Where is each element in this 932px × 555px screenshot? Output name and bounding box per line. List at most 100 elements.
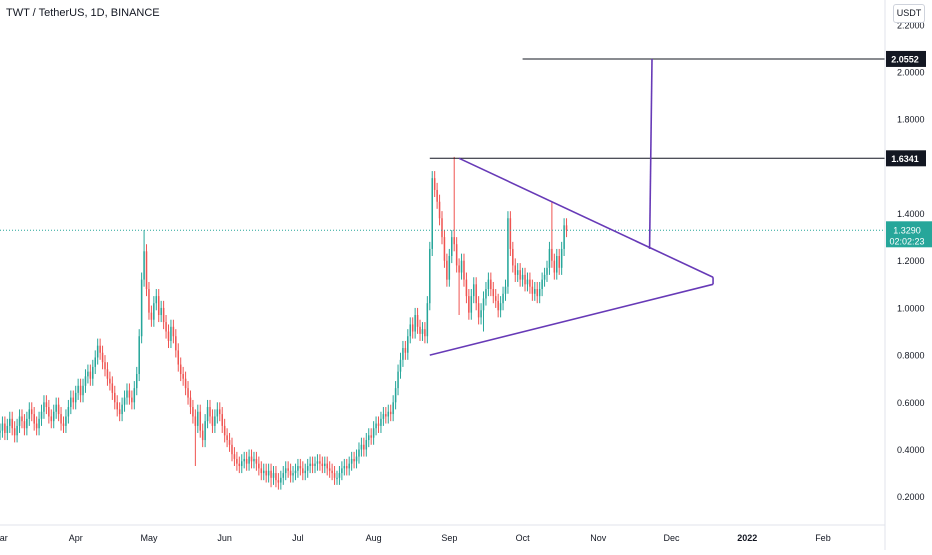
candle-body: [546, 267, 548, 275]
candle-body: [475, 284, 477, 304]
candle: [50, 409, 53, 429]
candle: [546, 260, 548, 282]
candle-body: [302, 468, 304, 474]
candle-body: [150, 312, 153, 320]
candle-body: [558, 256, 560, 268]
candle: [463, 253, 465, 287]
candle-body: [33, 414, 35, 424]
candle: [192, 399, 194, 424]
candle: [165, 315, 167, 339]
candle: [175, 329, 177, 358]
candle: [385, 407, 387, 424]
candle: [316, 454, 319, 471]
candle: [62, 416, 65, 433]
y-tick-label: 0.8000: [897, 351, 925, 361]
candle: [389, 404, 392, 422]
candle: [211, 409, 214, 433]
candle: [167, 324, 170, 349]
candle: [524, 267, 526, 292]
candle-body: [324, 463, 326, 467]
candle-body: [382, 414, 385, 419]
candle: [394, 381, 397, 410]
candle-body: [267, 470, 270, 476]
candle: [421, 322, 424, 341]
candle: [375, 416, 377, 436]
candle: [402, 340, 404, 367]
candle: [343, 458, 346, 476]
candle: [480, 303, 482, 325]
candle: [287, 461, 289, 478]
candle-body: [96, 345, 99, 358]
candle-body: [370, 435, 372, 438]
candle: [494, 289, 497, 308]
candle: [319, 454, 321, 471]
candle-body: [11, 418, 13, 429]
candle: [197, 404, 199, 433]
candle-body: [556, 256, 558, 273]
candle-body: [4, 423, 6, 433]
candle: [109, 371, 111, 391]
triangle-upper-line: [458, 157, 714, 278]
candle-body: [355, 456, 358, 462]
currency-button[interactable]: USDT: [893, 4, 925, 23]
candle: [453, 156, 455, 252]
candle-body: [397, 371, 399, 389]
candle-body: [99, 345, 101, 353]
candle: [60, 407, 62, 431]
candle-body: [472, 284, 475, 297]
candle: [221, 407, 223, 433]
candle-body: [250, 456, 253, 462]
candle-body: [111, 383, 114, 393]
candle: [282, 466, 285, 485]
candle-body: [26, 418, 28, 429]
candle: [475, 277, 477, 311]
candle: [365, 432, 368, 457]
candle-body: [30, 409, 33, 415]
candle: [70, 390, 72, 415]
candle: [216, 402, 219, 424]
candle: [121, 397, 123, 422]
candle: [404, 340, 407, 360]
candle: [179, 357, 182, 382]
candle-body: [306, 466, 309, 471]
candle: [534, 281, 536, 301]
candle-body: [326, 463, 328, 469]
candle-body: [72, 397, 75, 403]
candle: [55, 397, 57, 419]
candle-body: [216, 409, 219, 417]
candle: [209, 399, 211, 424]
candle: [118, 402, 121, 422]
candle: [499, 296, 502, 318]
x-tick-label: Aug: [366, 533, 382, 543]
y-tick-label: 1.0000: [897, 303, 925, 313]
candle: [74, 385, 77, 410]
candle-body: [170, 326, 172, 341]
candle: [551, 201, 553, 268]
candle-body: [219, 409, 221, 415]
candle-body: [48, 407, 50, 417]
candle-body: [106, 369, 109, 379]
candle-body: [497, 300, 499, 311]
candle-body: [367, 435, 370, 441]
candle-body: [9, 418, 11, 426]
candle-body: [538, 289, 541, 297]
candle: [355, 449, 358, 469]
candle: [145, 244, 148, 297]
candle: [35, 416, 38, 436]
candle-body: [67, 407, 70, 417]
candle: [162, 300, 165, 330]
candle: [226, 428, 228, 448]
last-price-label: 1.3290: [893, 225, 921, 235]
candle-body: [240, 461, 243, 467]
candle-body: [243, 458, 245, 462]
candle: [106, 362, 109, 386]
candle: [299, 458, 302, 476]
candle-body: [338, 473, 341, 478]
candle-body: [551, 248, 553, 261]
candle: [328, 461, 331, 478]
candle: [33, 407, 35, 431]
candle-body: [114, 392, 116, 403]
x-tick-label: Mar: [0, 533, 8, 543]
